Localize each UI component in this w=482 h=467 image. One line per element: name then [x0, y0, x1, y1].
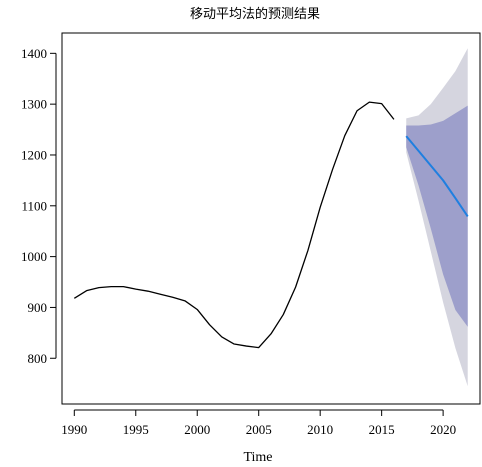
y-tick-label: 1200: [21, 147, 47, 162]
x-axis-label: Time: [243, 450, 272, 465]
y-tick-label: 1400: [21, 46, 47, 61]
x-tick-label: 2015: [369, 422, 395, 437]
plot-frame: [61, 32, 481, 405]
y-tick-label: 900: [28, 300, 48, 315]
y-tick-label: 1300: [21, 97, 47, 112]
confidence-bands: [406, 48, 468, 387]
x-axis: 1990 1995 2000 2005 2010 2015 2020: [61, 409, 456, 437]
chart-title: 移动平均法的预测结果: [190, 6, 320, 22]
y-tick-label: 1100: [21, 198, 47, 213]
x-tick-label: 1995: [123, 422, 149, 437]
history-line: [73, 101, 395, 349]
series-lines: [73, 101, 469, 349]
confidence-band-80: [406, 105, 468, 327]
y-axis: 800 900 1000 1100 1200 1300 1400: [21, 46, 57, 366]
forecast-line: [405, 135, 469, 218]
x-tick-label: 2000: [184, 422, 210, 437]
y-tick-label: 1000: [21, 249, 47, 264]
x-tick-label: 2005: [246, 422, 272, 437]
y-tick-label: 800: [28, 351, 48, 366]
x-tick-label: 2020: [430, 422, 456, 437]
x-tick-label: 2010: [307, 422, 333, 437]
x-tick-label: 1990: [61, 422, 87, 437]
